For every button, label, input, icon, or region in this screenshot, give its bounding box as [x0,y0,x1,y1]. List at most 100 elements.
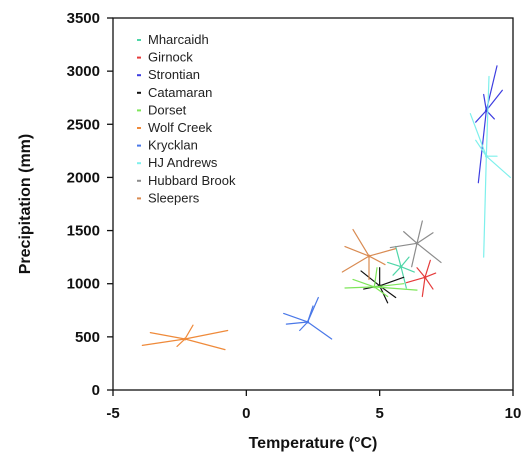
legend-item: Girnock [137,50,193,65]
data-ray [176,338,186,348]
legend-item: Mharcaidh [137,32,209,47]
data-point [484,154,488,158]
data-ray [344,245,370,257]
data-ray [475,139,487,157]
data-ray [184,324,194,340]
data-point [484,109,488,112]
data-ray [307,321,333,340]
data-ray [184,329,229,340]
legend-label: Hubbard Brook [148,173,236,188]
legend-label: Sleepers [148,190,200,205]
legend-label: Strontian [148,67,200,82]
data-point [423,275,427,279]
data-ray [483,93,487,112]
series-sleepers [341,228,397,281]
data-point [372,285,376,289]
y-tick-label: 0 [92,382,100,399]
legend-item: Sleepers [137,190,200,205]
data-ray [424,259,431,278]
x-tick-label: -5 [106,405,119,422]
data-ray [389,242,418,249]
y-tick-label: 500 [75,329,100,346]
legend-label: Girnock [148,50,193,65]
legend-label: Catamaran [148,85,212,100]
series-krycklan [283,296,333,340]
data-ray [368,248,397,257]
data-ray [424,272,437,278]
data-ray [483,155,487,258]
data-ray [344,286,375,289]
series-wolf-creek [141,324,229,351]
legend: Mharcaidh Girnock Strontian Catamaran Dorset… [137,32,236,205]
series-mharcaidh [387,245,415,289]
data-ray [475,109,487,123]
data-ray [395,245,402,268]
data-ray [307,305,314,323]
data-point [183,337,187,341]
y-tick-label: 1500 [67,223,100,240]
data-ray [400,256,410,268]
data-ray [485,89,503,112]
y-axis-ticks: 0 500 1000 1500 2000 2500 3000 3500 [67,10,113,399]
data-ray [411,242,418,268]
legend-item: Wolf Creek [137,120,213,135]
legend-item: HJ Andrews [137,155,218,170]
legend-label: Wolf Creek [148,120,213,135]
legend-item: Krycklan [137,138,198,153]
data-ray [403,231,418,244]
series-girnock [405,259,437,298]
data-ray [149,332,186,340]
plot-border [112,17,514,391]
y-tick-label: 3500 [67,10,100,27]
data-ray [373,283,405,288]
data-ray [485,155,511,179]
data-ray [368,255,386,266]
legend-label: Krycklan [148,138,198,153]
y-tick-label: 2500 [67,116,100,133]
y-tick-label: 3000 [67,63,100,80]
data-ray [360,270,381,287]
legend-item: Catamaran [137,85,212,100]
data-ray [379,285,389,304]
series-hubbard-brook [389,220,442,268]
data-ray [416,242,442,264]
data-ray [184,338,226,351]
data-ray [285,321,309,325]
x-tick-label: 10 [505,405,522,422]
data-ray [283,312,309,323]
legend-item: Dorset [137,102,187,117]
data-ray [400,266,415,273]
data-ray [299,321,309,332]
data-ray [352,278,375,288]
series-layer [141,65,511,351]
data-ray [379,276,405,287]
data-ray [392,266,402,276]
data-ray [141,338,186,346]
plot-area [112,17,514,391]
data-ray [485,75,490,157]
series-catamaran [360,267,405,304]
x-axis-ticks: -5 0 5 10 [106,390,521,422]
data-ray [387,261,402,268]
legend-label: Dorset [148,102,187,117]
data-ray [341,255,370,273]
x-tick-label: 0 [242,405,250,422]
data-ray [421,276,426,298]
data-point [399,265,403,269]
data-point [415,241,419,245]
legend-item: Strontian [137,67,200,82]
x-axis-title: Temperature (°C) [249,435,378,452]
legend-item: Hubbard Brook [137,173,236,188]
data-ray [405,276,426,284]
data-ray [416,232,434,244]
series-hj-andrews [469,75,511,258]
data-ray [373,286,389,298]
data-ray [373,286,418,291]
y-tick-label: 2000 [67,169,100,186]
data-ray [373,267,378,288]
x-tick-label: 5 [375,405,383,422]
data-ray [469,113,487,157]
y-tick-label: 1000 [67,276,100,293]
data-ray [424,276,434,290]
